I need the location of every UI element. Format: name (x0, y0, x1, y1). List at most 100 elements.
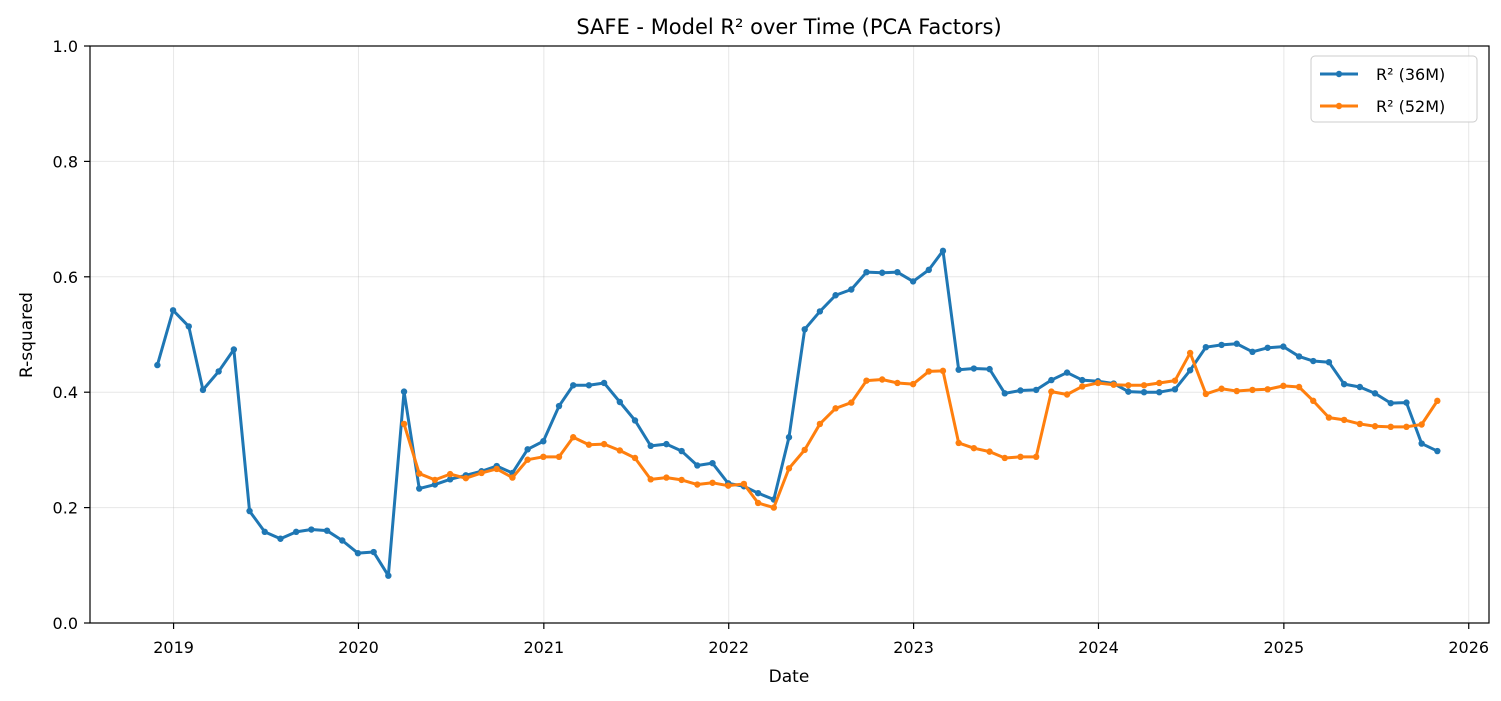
data-point (354, 549, 362, 557)
data-point (1418, 440, 1425, 447)
data-point (1001, 454, 1008, 462)
data-point (1048, 388, 1055, 395)
data-point (863, 377, 870, 384)
x-tick-label: 2025 (1264, 638, 1305, 657)
data-point (894, 268, 901, 276)
data-point (1340, 416, 1348, 424)
data-point (1403, 399, 1410, 406)
data-point (1063, 391, 1071, 398)
data-point (555, 402, 563, 410)
data-point (1264, 344, 1271, 351)
data-point (616, 447, 624, 454)
data-point (323, 527, 331, 534)
data-point (1202, 343, 1210, 351)
x-tick-label: 2020 (338, 638, 379, 657)
data-point (1295, 353, 1303, 360)
data-point (801, 326, 808, 333)
data-point (678, 476, 685, 484)
data-point (1249, 348, 1256, 356)
y-tick-label: 0.4 (53, 383, 78, 402)
data-point (631, 454, 639, 462)
data-point (1371, 423, 1379, 430)
data-point (1032, 453, 1040, 461)
data-point (1202, 390, 1210, 398)
data-point (725, 482, 732, 489)
data-point (199, 386, 207, 394)
data-point (570, 382, 577, 389)
data-point (400, 420, 408, 428)
data-point (631, 417, 639, 424)
data-point (1079, 376, 1086, 384)
data-point (446, 470, 454, 478)
y-axis: 0.0 0.2 0.4 0.6 0.8 1.0 (53, 37, 90, 633)
data-point (1233, 387, 1240, 395)
data-point (1218, 385, 1225, 392)
data-point (925, 368, 932, 375)
data-point (1434, 397, 1441, 405)
data-point (462, 474, 470, 482)
data-point (754, 499, 762, 507)
y-tick-label: 0.0 (53, 614, 78, 633)
y-axis-label: R-squared (17, 292, 37, 378)
data-point (1186, 349, 1194, 357)
data-point (970, 444, 978, 452)
data-point (1094, 379, 1102, 387)
data-point (446, 476, 454, 483)
data-point (694, 462, 701, 469)
x-tick-label: 2022 (708, 638, 749, 657)
data-point (1140, 389, 1148, 396)
legend-marker-52m (1335, 102, 1343, 110)
data-point (647, 476, 654, 483)
data-point (1387, 399, 1394, 407)
x-axis: 2019 2020 2021 2022 2023 2024 2025 2026 (153, 623, 1489, 657)
data-point (894, 379, 901, 387)
data-point (1017, 387, 1024, 394)
x-tick-label: 2026 (1448, 638, 1489, 657)
data-point (1063, 369, 1071, 376)
data-point (1218, 341, 1225, 349)
data-point (663, 440, 670, 448)
data-point (970, 365, 978, 372)
data-point (647, 442, 654, 450)
legend-label-36m: R² (36M) (1376, 65, 1445, 84)
series-52m (400, 349, 1441, 511)
data-point (400, 388, 408, 395)
legend-marker-36m (1335, 70, 1343, 78)
legend-label-52m: R² (52M) (1376, 97, 1445, 116)
data-point (709, 459, 716, 467)
data-point (832, 405, 839, 412)
data-point (740, 480, 748, 488)
data-point (600, 379, 608, 387)
x-tick-label: 2019 (153, 638, 194, 657)
data-point (1295, 383, 1303, 391)
data-point (1387, 423, 1394, 431)
data-point (832, 292, 839, 299)
data-point (1325, 359, 1333, 366)
data-point (694, 481, 701, 488)
data-point (986, 365, 993, 373)
data-point (600, 440, 608, 448)
data-point (1171, 377, 1179, 384)
data-point (416, 485, 423, 492)
data-point (524, 446, 531, 453)
data-point (1125, 388, 1132, 395)
data-point (570, 434, 577, 441)
data-point (663, 474, 670, 481)
data-point (1310, 397, 1317, 405)
data-point (955, 366, 962, 373)
data-point (1001, 390, 1008, 397)
data-point (1079, 383, 1086, 390)
data-point (154, 361, 161, 369)
data-point (540, 438, 547, 445)
x-axis-label: Date (769, 667, 810, 687)
data-point (1233, 340, 1240, 347)
data-point (1186, 367, 1194, 374)
data-point (678, 447, 685, 455)
data-point (416, 470, 423, 477)
data-point (1325, 414, 1333, 421)
data-point (524, 456, 531, 463)
data-point (909, 278, 917, 285)
data-point (431, 476, 439, 484)
data-point (955, 439, 962, 447)
